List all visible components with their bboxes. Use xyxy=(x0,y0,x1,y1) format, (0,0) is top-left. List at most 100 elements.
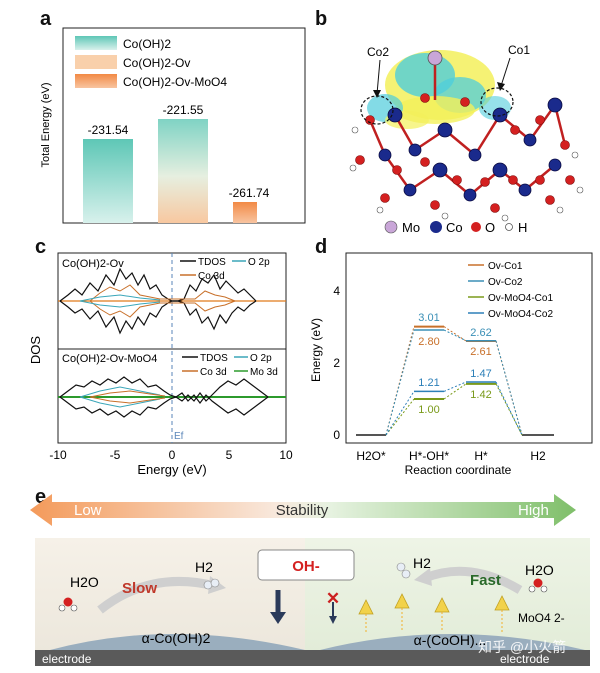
legend-mo: Mo xyxy=(402,220,420,235)
val-h-moo4co2: 1.47 xyxy=(470,368,491,380)
dos-top-title: Co(OH)2-Ov xyxy=(62,258,124,270)
fermi-label: Ef xyxy=(174,431,184,442)
co1-arrow-head xyxy=(497,82,505,91)
energy-ylabel: Energy (eV) xyxy=(309,318,323,382)
right-h2o-label: H2O xyxy=(525,562,554,578)
left-h2-label: H2 xyxy=(195,559,213,575)
dos-bottom-o2p xyxy=(79,386,161,408)
stability-low: Low xyxy=(74,502,102,519)
co2-label: Co2 xyxy=(367,45,389,59)
dos-xlabel: Energy (eV) xyxy=(137,462,206,477)
panel-label-b: b xyxy=(315,8,328,30)
xtick-h2: H2 xyxy=(530,449,546,463)
watermark: 知乎 @小火箭 xyxy=(478,639,566,655)
left-h2o-o xyxy=(63,597,73,607)
val-ohoh-moo4co2: 1.21 xyxy=(418,377,439,389)
moo4-label: MoO4 2- xyxy=(518,611,565,625)
dos-xticks: -10 -5 0 5 10 xyxy=(49,448,293,462)
stability-title: Stability xyxy=(276,502,329,519)
xtick-5: 5 xyxy=(226,448,233,462)
dos-top-legend-o2p: O 2p xyxy=(248,257,270,268)
val-ohoh-moo4co1: 1.00 xyxy=(418,404,439,416)
right-oh-arrow-head xyxy=(329,616,337,624)
panel-e-schematic: Low Stability High OH- ✕ H2O Slow H2 α-C… xyxy=(30,494,590,666)
left-material xyxy=(50,634,305,650)
bar-value-ov: -221.55 xyxy=(163,103,204,117)
bar-ov xyxy=(158,119,208,223)
dos-ylabel: DOS xyxy=(28,336,43,365)
co1-arrow-line xyxy=(500,57,511,87)
xtick-h2o: H2O* xyxy=(356,449,386,463)
left-oh-arrow-head xyxy=(270,612,286,624)
energy-connectors xyxy=(385,326,523,436)
atoms-co xyxy=(378,97,563,202)
dos-top-tdos-up xyxy=(59,267,257,302)
energy-frame xyxy=(345,252,593,444)
val-ohoh-ovco2: 3.01 xyxy=(418,312,439,324)
val-ohoh-ovco1: 2.80 xyxy=(418,336,439,348)
dos-top-o2p xyxy=(79,294,161,308)
dos-bottom-legend-o2p: O 2p xyxy=(250,353,272,364)
blocked-x-mark: ✕ xyxy=(326,589,340,608)
xtick-0: 0 xyxy=(169,448,176,462)
bar-coh2 xyxy=(83,139,133,223)
dos-bottom-tdos-up xyxy=(59,376,269,402)
dos-bottom-co3d xyxy=(89,390,166,404)
xtick-10: 10 xyxy=(279,448,293,462)
stability-high: High xyxy=(518,502,549,519)
right-material xyxy=(320,634,585,650)
legend-label-coh2: Co(OH)2 xyxy=(123,37,171,51)
left-material-label: α-Co(OH)2 xyxy=(142,630,211,646)
dos-top-legend-co3d: Co 3d xyxy=(198,271,225,282)
xtick-h: H* xyxy=(474,449,488,463)
oh-label: OH- xyxy=(292,558,320,575)
panel-label-d: d xyxy=(315,236,328,258)
panel-a-legend: Co(OH)2 Co(OH)2-Ov Co(OH)2-Ov-MoO4 xyxy=(75,36,227,89)
right-electrode-label: electrode xyxy=(500,652,550,666)
legend-o: O xyxy=(485,220,495,235)
panel-label-a: a xyxy=(40,8,52,30)
dos-bottom-title: Co(OH)2-Ov-MoO4 xyxy=(62,353,157,365)
legend-swatch-coh2 xyxy=(75,36,117,50)
bar-moo4 xyxy=(233,202,257,223)
xtick-neg10: -10 xyxy=(49,448,67,462)
ytick-0: 0 xyxy=(333,428,340,442)
oh-box xyxy=(257,549,355,581)
bar-value-coh2: -231.54 xyxy=(88,123,129,137)
legend-label-moo4: Co(OH)2-Ov-MoO4 xyxy=(123,75,227,89)
dos-bottom-legend-mo3d: Mo 3d xyxy=(250,367,278,378)
fast-arrow xyxy=(423,566,523,594)
panel-label-c: c xyxy=(35,236,47,258)
xtick-neg5: -5 xyxy=(110,448,121,462)
stability-arrow xyxy=(30,494,576,526)
co1-label: Co1 xyxy=(508,43,530,57)
electrode-bar xyxy=(35,650,590,666)
energy-xticks: H2O* H*-OH* H* H2 xyxy=(356,449,546,463)
panel-d-energy: 0 2 4 Energy (eV) 3.01 2.80 2.62 2.61 1.… xyxy=(309,252,593,477)
dos-top-legend-tdos: TDOS xyxy=(198,257,226,268)
legend-co: Co xyxy=(446,220,463,235)
panel-b-structure: Co2 Co1 Mo Co O H xyxy=(349,43,584,235)
co2-arrow-line xyxy=(376,59,381,95)
panel-b-legend: Mo Co O H xyxy=(384,220,527,235)
bar-value-moo4: -261.74 xyxy=(229,186,270,200)
slow-label: Slow xyxy=(122,580,157,597)
fast-label: Fast xyxy=(470,572,501,589)
legend-label-ov: Co(OH)2-Ov xyxy=(123,56,190,70)
ytick-4: 4 xyxy=(333,284,340,298)
xtick-hoh: H*-OH* xyxy=(409,449,449,463)
atoms-h xyxy=(349,126,584,222)
legend-swatch-moo4 xyxy=(75,74,117,88)
co2-arrow-head xyxy=(373,90,381,98)
legend-swatch-ov xyxy=(75,55,117,69)
val-h-ovco1: 2.61 xyxy=(470,346,491,358)
co1-highlight xyxy=(480,87,514,117)
dos-top-co3d xyxy=(89,284,236,318)
energy-xlabel: Reaction coordinate xyxy=(405,463,512,477)
atoms-o xyxy=(355,93,575,213)
right-material-label: α-(CoOH)... xyxy=(414,632,487,648)
legend-ovco1: Ov-Co1 xyxy=(488,261,523,272)
legend-moo4co1: Ov-MoO4-Co1 xyxy=(488,293,553,304)
ytick-2: 2 xyxy=(333,356,340,370)
atom-mo xyxy=(427,50,443,66)
